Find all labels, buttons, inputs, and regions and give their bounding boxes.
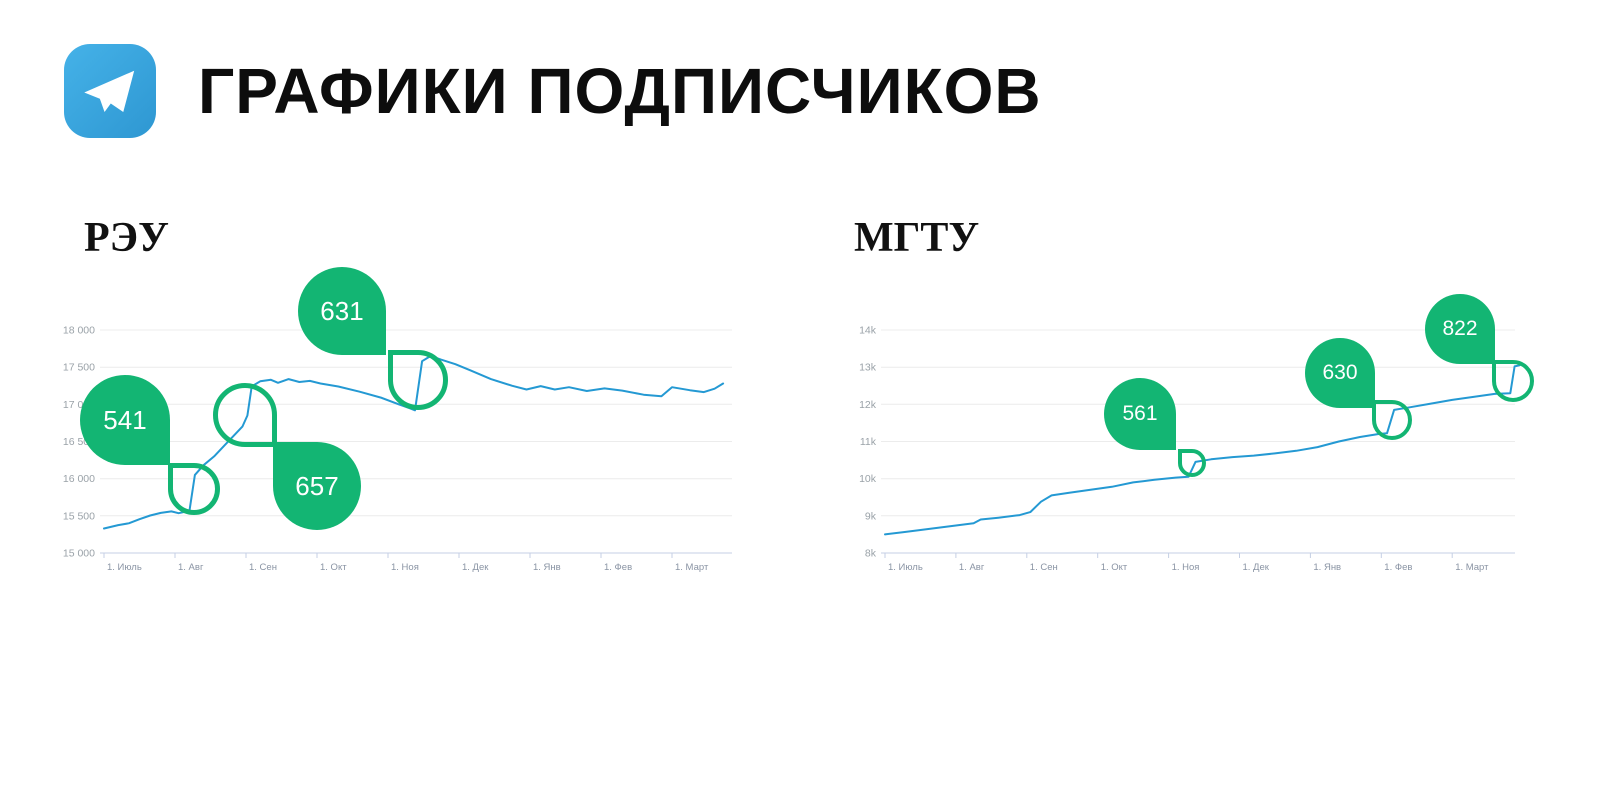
x-tick-label: 1. Авг <box>959 562 985 573</box>
y-tick-label: 12k <box>859 399 877 411</box>
x-tick-label: 1. Янв <box>533 562 561 573</box>
y-tick-label: 16 000 <box>63 473 95 485</box>
x-tick-label: 1. Июль <box>107 562 142 573</box>
y-tick-label: 15 000 <box>63 548 95 560</box>
y-tick-label: 9k <box>865 510 877 522</box>
paper-plane-icon <box>84 70 135 113</box>
x-tick-label: 1. Янв <box>1313 562 1341 573</box>
subscriber-gain-bubble: 630 <box>1305 338 1375 408</box>
x-tick-label: 1. Авг <box>178 562 204 573</box>
subscriber-gain-bubble: 561 <box>1104 378 1176 450</box>
x-tick-label: 1. Окт <box>320 562 347 573</box>
highlight-ring <box>1372 400 1412 440</box>
x-tick-label: 1. Сен <box>249 562 277 573</box>
y-tick-label: 11k <box>860 436 877 448</box>
y-tick-label: 13k <box>859 362 877 374</box>
x-tick-label: 1. Сен <box>1030 562 1058 573</box>
highlight-ring <box>168 463 220 515</box>
subscriber-gain-bubble: 822 <box>1425 294 1495 364</box>
telegram-icon <box>64 44 156 138</box>
subscriber-gain-bubble: 631 <box>298 267 386 355</box>
x-tick-label: 1. Март <box>675 562 709 573</box>
x-tick-label: 1. Фев <box>1384 562 1412 573</box>
x-tick-label: 1. Фев <box>604 562 632 573</box>
highlight-ring <box>1492 360 1534 402</box>
chart-title-mgtu: МГТУ <box>854 215 980 261</box>
y-tick-label: 8k <box>865 548 877 560</box>
subscriber-gain-bubble: 541 <box>80 375 170 465</box>
x-tick-label: 1. Ноя <box>1172 562 1200 573</box>
x-tick-label: 1. Дек <box>462 562 489 573</box>
y-tick-label: 10k <box>859 473 877 485</box>
highlight-ring <box>213 383 277 447</box>
x-tick-label: 1. Июль <box>888 562 923 573</box>
y-tick-label: 15 500 <box>63 510 95 522</box>
chart-title-reu: РЭУ <box>84 215 169 261</box>
highlight-ring <box>1178 449 1206 477</box>
x-tick-label: 1. Март <box>1455 562 1489 573</box>
y-tick-label: 18 000 <box>63 325 95 337</box>
y-tick-label: 17 500 <box>63 362 95 374</box>
x-tick-label: 1. Дек <box>1243 562 1270 573</box>
x-tick-label: 1. Окт <box>1101 562 1128 573</box>
y-tick-label: 14k <box>859 325 877 337</box>
highlight-ring <box>388 350 448 410</box>
x-tick-label: 1. Ноя <box>391 562 419 573</box>
subscriber-gain-bubble: 657 <box>273 442 361 530</box>
slide-header: ГРАФИКИ ПОДПИСЧИКОВ <box>64 44 1042 138</box>
page-title: ГРАФИКИ ПОДПИСЧИКОВ <box>198 55 1042 127</box>
